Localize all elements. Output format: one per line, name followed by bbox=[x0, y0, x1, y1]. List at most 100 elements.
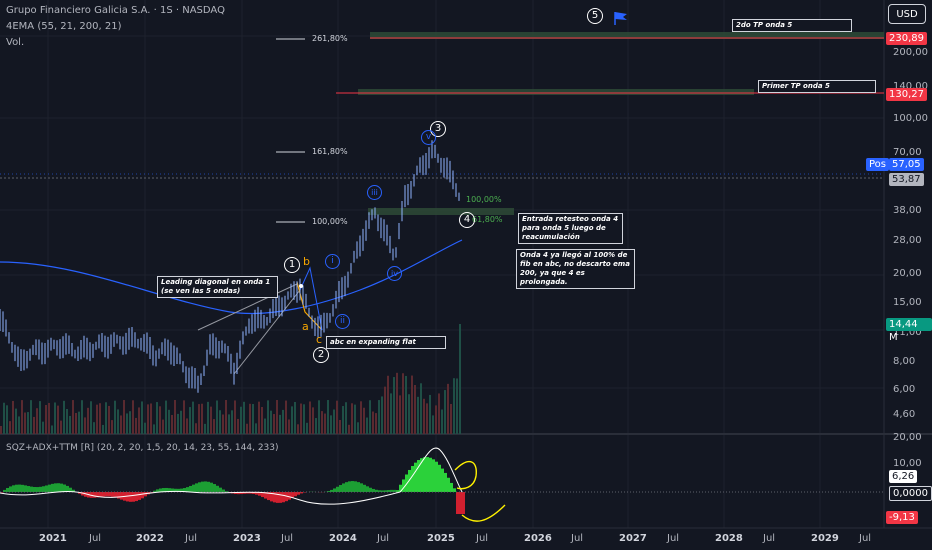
volume-bar bbox=[396, 372, 398, 434]
histogram-bar bbox=[252, 492, 255, 494]
histogram-bar bbox=[294, 492, 297, 497]
histogram-bar bbox=[267, 492, 270, 501]
volume-bar bbox=[312, 407, 314, 434]
volume-bar bbox=[195, 423, 197, 434]
histogram-bar bbox=[384, 490, 387, 492]
volume-bar bbox=[330, 415, 332, 434]
wave-ii-label: ii bbox=[335, 314, 350, 329]
tp2-annotation[interactable]: 2do TP onda 5 bbox=[732, 19, 852, 32]
abc-annotation[interactable]: abc en expanding flat bbox=[326, 336, 446, 349]
wave-iv-label: iv bbox=[387, 266, 402, 281]
volume-value-label: 14,44 M bbox=[886, 318, 932, 343]
currency-button[interactable]: USD bbox=[888, 4, 926, 24]
price-tick: 140,00 bbox=[893, 81, 928, 92]
volume-bar bbox=[3, 402, 5, 434]
histogram-bar bbox=[84, 492, 87, 497]
price-tick: 38,00 bbox=[893, 205, 922, 216]
volume-bar bbox=[456, 378, 458, 434]
volume-bar bbox=[51, 425, 53, 434]
volume-bar bbox=[219, 410, 221, 434]
volume-bar bbox=[129, 411, 131, 434]
histogram-bar bbox=[12, 485, 15, 492]
fib-level-161: 161,80% bbox=[312, 147, 348, 156]
position-price-label: 57,05 bbox=[889, 158, 924, 171]
histogram-bar bbox=[411, 465, 414, 492]
volume-bar bbox=[408, 394, 410, 434]
histogram-bar bbox=[177, 488, 180, 492]
volume-bar bbox=[150, 403, 152, 434]
tp1-zone bbox=[358, 89, 754, 95]
histogram-bar bbox=[396, 490, 399, 492]
time-tick: 2025 bbox=[427, 533, 455, 544]
volume-bar bbox=[39, 401, 41, 434]
volume-bar bbox=[276, 400, 278, 434]
time-tick: 2023 bbox=[233, 533, 261, 544]
volume-bar bbox=[102, 424, 104, 434]
histogram-bar bbox=[246, 492, 249, 494]
volume-bar bbox=[402, 373, 404, 434]
wave-1-label: 1 bbox=[284, 257, 300, 273]
histogram-bar bbox=[207, 481, 210, 492]
entrada-annotation[interactable]: Entrada retesteo onda 4 para onda 5 lueg… bbox=[518, 213, 623, 244]
adx-line bbox=[0, 447, 463, 505]
onda4-annotation[interactable]: Onda 4 ya llegó al 100% de fib en abc, n… bbox=[516, 249, 635, 289]
histogram-bar bbox=[435, 461, 438, 492]
histogram-bar bbox=[108, 492, 111, 497]
volume-bar bbox=[36, 408, 38, 434]
histogram-bar bbox=[255, 492, 258, 495]
histogram-bar bbox=[393, 489, 396, 492]
volume-bar bbox=[432, 415, 434, 434]
price-tick: 11,00 bbox=[893, 327, 922, 338]
leading-diagonal-annotation[interactable]: Leading diagonal en onda 1 (se ven las 5… bbox=[157, 276, 278, 298]
volume-bar bbox=[234, 400, 236, 434]
time-tick: Jul bbox=[667, 533, 680, 544]
fib-level-261: 261,80% bbox=[312, 34, 348, 43]
volume-bar bbox=[204, 423, 206, 434]
histogram-bar bbox=[216, 485, 219, 492]
volume-bar bbox=[333, 409, 335, 434]
histogram-bar bbox=[438, 464, 441, 492]
position-tag[interactable]: Pos bbox=[866, 158, 890, 171]
histogram-bar bbox=[33, 486, 36, 492]
volume-bar bbox=[357, 422, 359, 434]
histogram-bar bbox=[333, 488, 336, 492]
volume-bar bbox=[366, 417, 368, 434]
histogram-bar bbox=[429, 457, 432, 492]
volume-bar bbox=[381, 396, 383, 434]
volume-bar bbox=[228, 414, 230, 434]
histogram-bar bbox=[21, 484, 24, 492]
volume-indicator-label[interactable]: Vol. bbox=[6, 37, 25, 48]
volume-bar bbox=[21, 400, 23, 434]
volume-bar bbox=[420, 383, 422, 434]
histogram-bar bbox=[378, 490, 381, 492]
histogram-bar bbox=[213, 484, 216, 492]
time-tick: 2027 bbox=[619, 533, 647, 544]
volume-bar bbox=[144, 422, 146, 434]
tp1-annotation[interactable]: Primer TP onda 5 bbox=[758, 80, 876, 93]
volume-bar bbox=[27, 412, 29, 434]
time-tick: 2024 bbox=[329, 533, 357, 544]
wave-a-label: a bbox=[302, 320, 309, 333]
volume-bar bbox=[75, 412, 77, 434]
ema-indicator-label[interactable]: 4EMA (55, 21, 200, 21) bbox=[6, 21, 122, 32]
volume-bar bbox=[336, 400, 338, 434]
volume-bar bbox=[171, 414, 173, 434]
volume-bar bbox=[309, 401, 311, 434]
price-tick: 4,60 bbox=[893, 409, 916, 420]
histogram-bar bbox=[153, 490, 156, 492]
volume-bar bbox=[180, 410, 182, 434]
volume-bar bbox=[360, 401, 362, 434]
histogram-bar bbox=[459, 492, 462, 514]
volume-bar bbox=[12, 400, 14, 434]
volume-bar bbox=[72, 400, 74, 434]
volume-bar bbox=[411, 375, 413, 434]
volume-bar bbox=[186, 418, 188, 434]
histogram-bar bbox=[63, 484, 66, 492]
histogram-bar bbox=[81, 492, 84, 496]
volume-bar bbox=[9, 421, 11, 434]
volume-bar bbox=[321, 411, 323, 434]
histogram-bar bbox=[276, 492, 279, 503]
oscillator-title[interactable]: SQZ+ADX+TTM [R] (20, 2, 20, 1,5, 20, 14,… bbox=[6, 443, 279, 453]
histogram-bar bbox=[258, 492, 261, 496]
histogram-bar bbox=[96, 492, 99, 498]
